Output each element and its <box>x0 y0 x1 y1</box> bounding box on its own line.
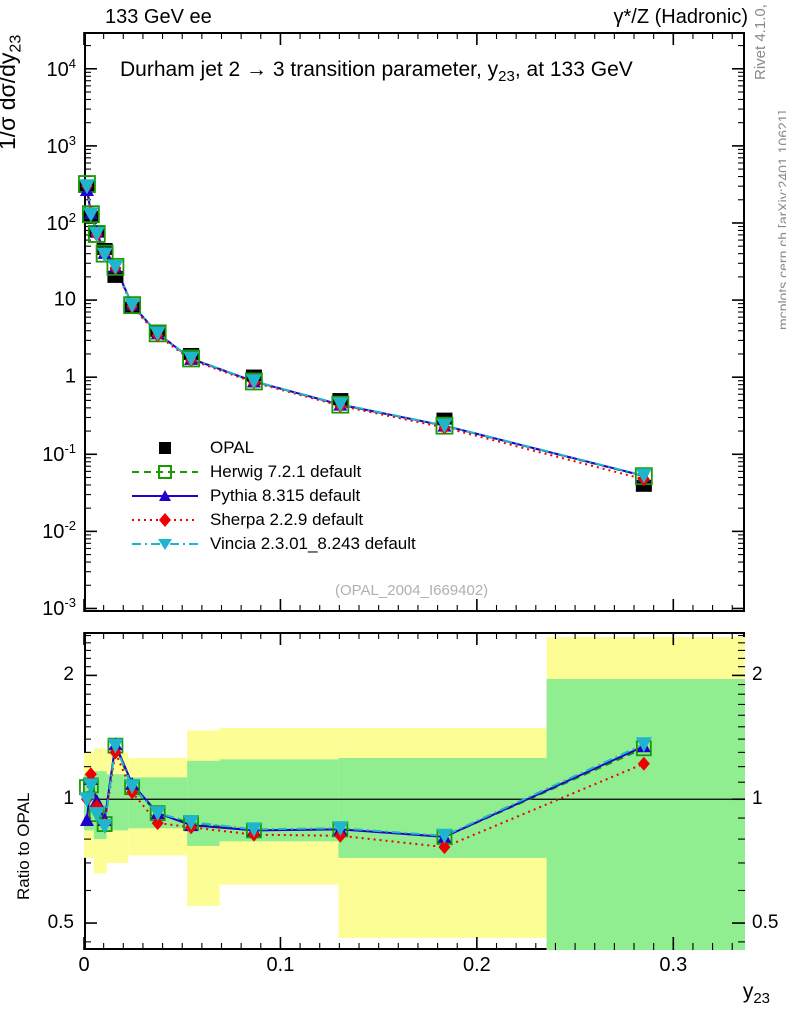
legend-vincia[interactable]: Vincia 2.3.01_8.243 default <box>130 532 416 556</box>
legend-opal[interactable]: OPAL <box>130 436 416 460</box>
y-tick-label: 103 <box>46 133 76 158</box>
marker-triangle-down <box>635 468 652 484</box>
marker-triangle-down <box>245 374 262 390</box>
main-plot-frame <box>84 32 745 612</box>
ratio-y-tick-label-left: 1 <box>63 788 74 810</box>
marker-triangle-down <box>332 397 349 413</box>
marker-triangle-down <box>124 298 141 314</box>
marker-diamond <box>637 756 650 771</box>
marker-triangle-down <box>332 821 349 837</box>
marker-triangle-down <box>82 207 99 223</box>
y-tick-label: 10 <box>53 288 76 311</box>
analysis-id-watermark: (OPAL_2004_I669402) <box>335 582 489 599</box>
header-left-label: 133 GeV ee <box>105 6 212 28</box>
ratio-y-tick-label-right: 2 <box>752 664 763 686</box>
legend-sherpa[interactable]: Sherpa 2.2.9 default <box>130 508 416 532</box>
legend-pythia[interactable]: Pythia 8.315 default <box>130 484 416 508</box>
ratio-y-tick-label-left: 0.5 <box>47 912 74 934</box>
legend-label: Sherpa 2.2.9 default <box>210 510 364 529</box>
marker-triangle-down <box>96 247 113 263</box>
x-tick-label: 0.2 <box>462 954 491 976</box>
marker-square-filled <box>107 270 124 283</box>
marker-triangle-down <box>436 828 453 844</box>
marker-triangle-down <box>107 259 124 275</box>
legend: OPAL Herwig 7.2.1 default Pythia 8.315 def… <box>130 436 416 556</box>
legend-marker-square-open <box>130 462 200 482</box>
marker-triangle-down <box>245 822 262 838</box>
marker-triangle-down <box>635 737 652 753</box>
plot-title: Durham jet 2 → 3 transition parameter, y… <box>120 58 633 85</box>
y-tick-label: 1 <box>64 365 76 388</box>
marker-triangle-down <box>82 778 99 794</box>
marker-triangle-down <box>149 806 166 822</box>
marker-triangle-down <box>436 418 453 434</box>
plot-title-sub: 23 <box>498 68 515 86</box>
marker-triangle-down <box>183 815 200 831</box>
x-tick-label: 0.3 <box>659 954 688 976</box>
marker-triangle-down <box>107 738 124 754</box>
y-tick-label: 104 <box>46 55 76 81</box>
plot-title-post: , at 133 GeV <box>514 58 633 81</box>
legend-label: Vincia 2.3.01_8.243 default <box>210 534 416 553</box>
marker-triangle-down <box>124 779 141 795</box>
y-tick-label: 102 <box>46 210 76 235</box>
marker-triangle-down <box>183 351 200 367</box>
ratio-y-tick-label-right: 1 <box>752 788 763 810</box>
legend-label: Herwig 7.2.1 default <box>210 462 362 481</box>
marker-diamond <box>84 767 97 782</box>
series-line-pythia <box>85 189 645 477</box>
marker-triangle-down <box>78 179 95 195</box>
marker-triangle-down <box>88 226 105 242</box>
marker-diamond <box>438 840 451 855</box>
legend-herwig[interactable]: Herwig 7.2.1 default <box>130 460 416 484</box>
ratio-y-tick-label-left: 2 <box>63 664 74 686</box>
marker-triangle-down <box>149 326 166 342</box>
legend-label: Pythia 8.315 default <box>210 486 361 505</box>
marker-diamond <box>151 816 164 831</box>
legend-marker-square-filled <box>130 438 200 458</box>
plot-title-pre: Durham jet 2 → 3 transition parameter, y <box>120 58 499 81</box>
x-axis-label: y23 <box>743 980 770 1007</box>
x-tick-label: 0 <box>78 954 90 976</box>
ratio-band-green <box>546 679 745 950</box>
marker-triangle-up <box>79 813 94 827</box>
y-tick-label: 10-1 <box>42 441 76 467</box>
legend-marker-triangle-up <box>130 486 200 506</box>
y-tick-label: 10-3 <box>42 595 76 621</box>
y-tick-label: 10-2 <box>42 518 76 544</box>
legend-marker-triangle-down <box>130 534 200 554</box>
series-line-herwig <box>85 183 645 478</box>
ratio-y-tick-label-right: 0.5 <box>752 912 779 934</box>
x-axis-label-sub: 23 <box>753 990 770 1008</box>
legend-label: OPAL <box>210 438 255 457</box>
ratio-band-green <box>187 760 220 846</box>
legend-marker-diamond <box>130 510 200 530</box>
series-line-vincia <box>85 186 645 477</box>
x-tick-label: 0.1 <box>266 954 295 976</box>
marker-triangle-down <box>78 792 95 808</box>
marker-square-open <box>245 372 263 391</box>
x-axis-label-text: y <box>742 980 754 1003</box>
marker-triangle-down <box>96 819 113 835</box>
marker-triangle-down <box>88 807 105 823</box>
header-right-label: γ*/Z (Hadronic) <box>613 6 748 28</box>
